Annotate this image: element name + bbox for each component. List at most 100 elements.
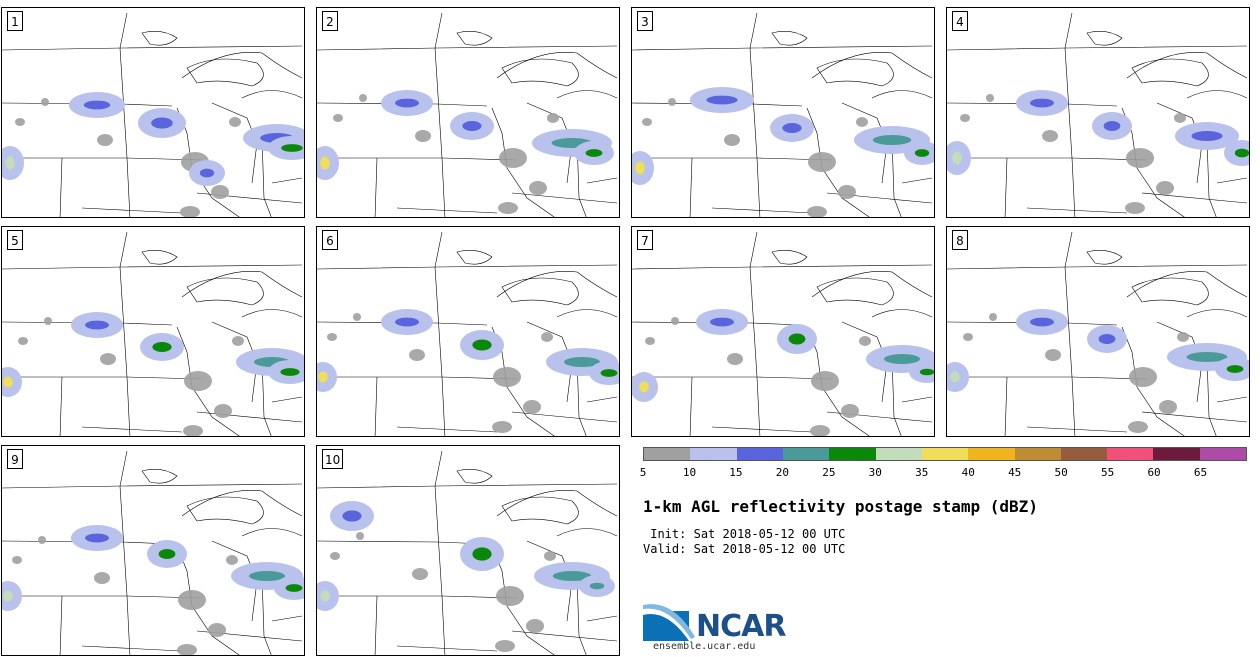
map-2: [317, 12, 618, 217]
light-echoes: [645, 317, 871, 436]
colorbar-segment-4: [829, 448, 876, 460]
colorbar-tick: 40: [961, 466, 975, 479]
map-panel-7: 7: [631, 226, 935, 437]
map-boundaries: [947, 12, 1248, 217]
ncar-logo: NCAR ensemble.ucar.edu: [643, 599, 803, 655]
map-8: [947, 231, 1249, 436]
valid-time: Valid: Sat 2018-05-12 00 UTC: [643, 542, 845, 556]
colorbar-segment-9: [1060, 448, 1108, 460]
map-panel-9: 9: [1, 445, 305, 656]
map-boundaries: [947, 231, 1248, 436]
lake-outline: [456, 250, 493, 265]
map-4: [947, 12, 1249, 217]
reflectivity-echoes: [632, 309, 934, 402]
init-label: Init:: [643, 527, 687, 541]
colorbar-segment-7: [968, 448, 1015, 460]
colorbar-segment-2: [736, 448, 783, 460]
reflectivity-echoes: [2, 92, 304, 186]
map-panel-2: 2: [316, 7, 620, 218]
light-echoes: [960, 94, 1186, 214]
lake-outline: [186, 277, 264, 306]
ncar-swoosh-icon: [643, 604, 695, 641]
map-10: [317, 450, 618, 655]
map-panel-10: 10: [316, 445, 620, 656]
reflectivity-echoes: [317, 501, 615, 611]
reflectivity-echoes: [317, 309, 619, 392]
colorbar-segment-12: [1199, 448, 1247, 460]
colorbar-tick: 35: [915, 466, 929, 479]
reflectivity-echoes: [317, 90, 614, 180]
colorbar-tick: 5: [639, 466, 647, 479]
colorbar-tick: 45: [1008, 466, 1022, 479]
colorbar-tick: 15: [729, 466, 743, 479]
map-5: [2, 231, 304, 436]
map-9: [2, 450, 304, 655]
colorbar-segment-10: [1107, 448, 1154, 460]
map-boundaries: [317, 12, 618, 217]
panel-label: 10: [322, 449, 344, 469]
ncar-wordmark: NCAR: [696, 609, 786, 644]
reflectivity-echoes: [632, 87, 934, 185]
lake-outline: [1086, 250, 1123, 265]
light-echoes: [642, 98, 868, 217]
site-url: ensemble.ucar.edu: [653, 641, 756, 652]
colorbar-segment-11: [1153, 448, 1200, 460]
map-panel-4: 4: [946, 7, 1250, 218]
lake-outline: [141, 469, 178, 484]
lake-outline: [501, 277, 579, 306]
reflectivity-echoes: [947, 309, 1249, 392]
valid-label: Valid:: [643, 542, 687, 556]
lake-outline: [141, 250, 178, 265]
lake-outline: [816, 58, 894, 87]
light-echoes: [327, 313, 553, 433]
light-echoes: [15, 98, 241, 217]
lake-outline: [1086, 31, 1123, 46]
colorbar-segment-5: [875, 448, 922, 460]
panel-label: 4: [952, 11, 968, 31]
light-echoes: [963, 313, 1189, 433]
panel-label: 3: [637, 11, 653, 31]
map-panel-5: 5: [1, 226, 305, 437]
lake-outline: [501, 496, 579, 525]
map-panel-1: 1: [1, 7, 305, 218]
colorbar-tick: 30: [868, 466, 882, 479]
lake-outline: [456, 469, 493, 484]
light-echoes: [12, 536, 238, 655]
colorbar-segment-0: [644, 448, 691, 460]
valid-value: Sat 2018-05-12 00 UTC: [693, 542, 846, 556]
panel-label: 6: [322, 230, 338, 250]
panel-label: 8: [952, 230, 968, 250]
colorbar-ticks: 5 10 15 20 25 30 35 40 45 50 55 60 65: [639, 466, 1247, 480]
lake-outline: [186, 58, 264, 87]
reflectivity-echoes: [947, 90, 1249, 175]
panel-label: 5: [7, 230, 23, 250]
light-echoes: [333, 94, 559, 214]
figure-title: 1-km AGL reflectivity postage stamp (dBZ…: [643, 497, 1038, 516]
lake-outline: [1131, 58, 1209, 87]
map-panel-3: 3: [631, 7, 935, 218]
reflectivity-echoes: [2, 525, 304, 611]
light-echoes: [18, 317, 244, 436]
colorbar-tick: 10: [682, 466, 697, 479]
colorbar-tick: 25: [822, 466, 836, 479]
map-boundaries: [2, 231, 303, 436]
lake-outline: [1131, 277, 1209, 306]
panel-label: 9: [7, 449, 23, 469]
init-time: Init: Sat 2018-05-12 00 UTC: [643, 527, 845, 541]
init-value: Sat 2018-05-12 00 UTC: [693, 527, 846, 541]
map-7: [632, 231, 934, 436]
lake-outline: [456, 31, 493, 46]
colorbar-tick: 65: [1193, 466, 1208, 479]
lake-outline: [186, 496, 264, 525]
panel-label: 2: [322, 11, 338, 31]
map-3: [632, 12, 934, 217]
panel-label: 1: [7, 11, 23, 31]
colorbar-segment-6: [921, 448, 969, 460]
map-6: [317, 231, 619, 436]
reflectivity-echoes: [2, 312, 304, 397]
lake-outline: [771, 31, 808, 46]
colorbar-segment-8: [1014, 448, 1061, 460]
colorbar-segment-1: [690, 448, 737, 460]
panel-label: 7: [637, 230, 653, 250]
colorbar-tick: 50: [1054, 466, 1068, 479]
